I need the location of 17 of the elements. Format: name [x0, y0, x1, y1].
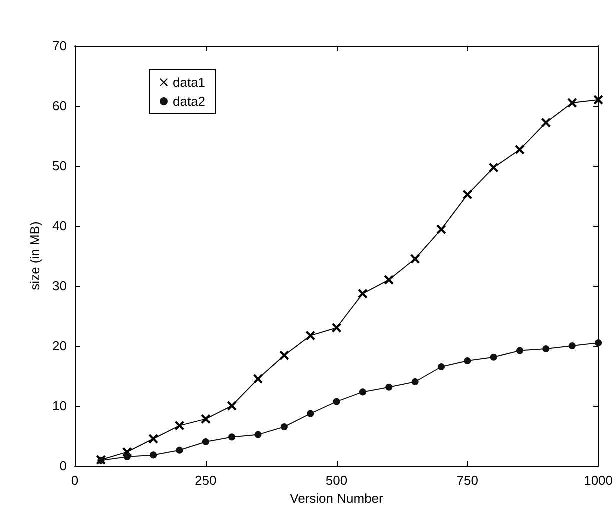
y-tick-label: 70 — [52, 38, 67, 54]
legend-label: data2 — [173, 94, 206, 109]
y-tick-label: 30 — [52, 278, 67, 294]
y-tick-label: 60 — [52, 98, 67, 114]
x-tick-label: 250 — [195, 473, 217, 488]
y-tick-label: 10 — [52, 398, 67, 414]
x-tick-label: 0 — [71, 473, 79, 488]
x-tick-label: 750 — [456, 473, 479, 488]
legend-label: data1 — [173, 75, 206, 90]
y-axis-title: size (in MB) — [28, 222, 43, 290]
y-tick-label: 20 — [52, 338, 67, 354]
y-tick-label: 50 — [52, 158, 67, 174]
y-tick-label: 40 — [52, 218, 67, 234]
x-axis-title: Version Number — [290, 490, 384, 506]
x-tick-label: 500 — [326, 473, 348, 488]
y-tick-label: 0 — [60, 458, 67, 474]
x-tick-label: 1000 — [584, 473, 613, 488]
